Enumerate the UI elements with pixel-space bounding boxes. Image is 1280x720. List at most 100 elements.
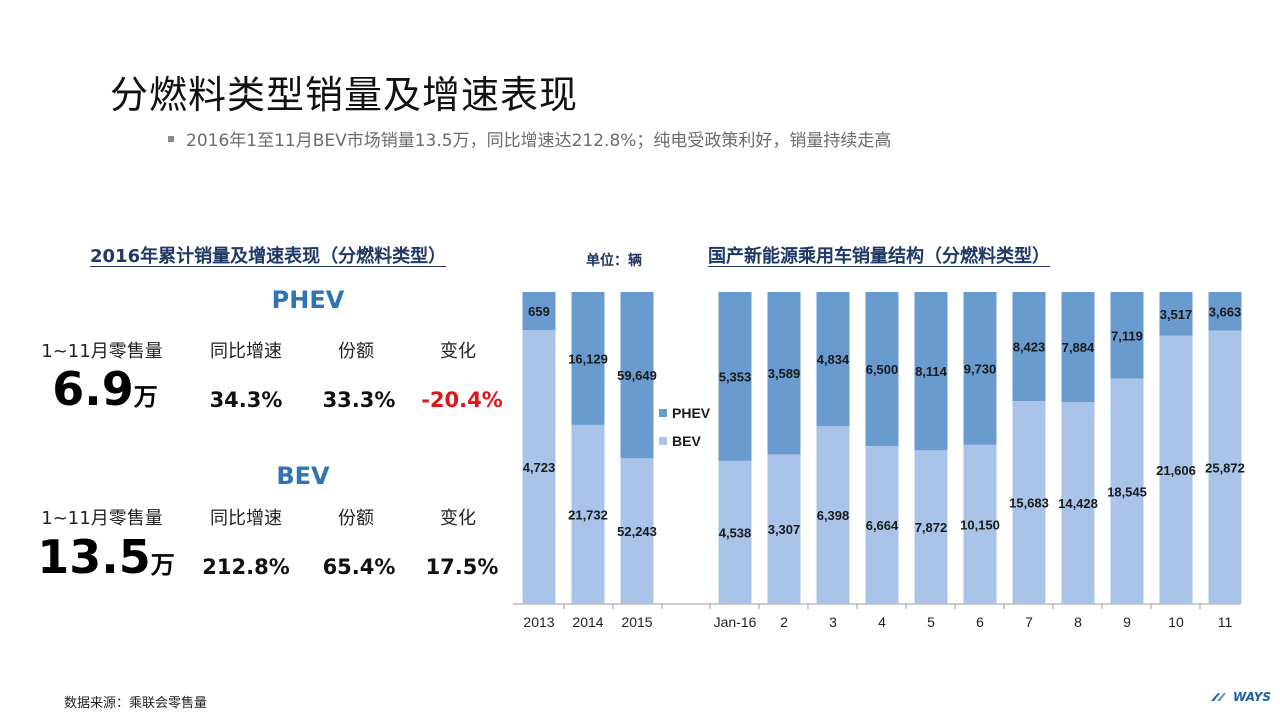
data-label-phev: 3,589 bbox=[768, 366, 801, 381]
bar-bev bbox=[963, 444, 997, 604]
x-tick-label: 9 bbox=[1123, 614, 1131, 630]
right-section-title: 国产新能源乘用车销量结构（分燃料类型） bbox=[708, 246, 1050, 267]
page-title: 分燃料类型销量及增速表现 bbox=[110, 73, 579, 117]
ways-logo: WAYS bbox=[1210, 690, 1271, 704]
x-tick-label: 3 bbox=[829, 614, 837, 630]
data-label-phev: 5,353 bbox=[719, 369, 752, 384]
kpi-share-value: 65.4% bbox=[322, 555, 396, 579]
x-tick-label: 2014 bbox=[572, 614, 603, 630]
data-label-phev: 9,730 bbox=[964, 361, 997, 376]
data-label-bev: 7,872 bbox=[915, 520, 948, 535]
bar-bev bbox=[767, 454, 801, 604]
data-label-bev: 4,723 bbox=[523, 460, 556, 475]
data-label-phev: 6,500 bbox=[866, 362, 899, 377]
bar-phev bbox=[1159, 292, 1193, 336]
kpi-growth-value: 34.3% bbox=[209, 388, 283, 412]
bar-bev bbox=[620, 458, 654, 604]
data-label-bev: 14,428 bbox=[1058, 496, 1098, 511]
kpi-header-change: 变化 bbox=[440, 341, 476, 362]
ways-swoosh-icon bbox=[1211, 693, 1226, 701]
data-label-bev: 15,683 bbox=[1009, 496, 1049, 511]
bar-phev bbox=[963, 292, 997, 445]
bar-bev bbox=[571, 424, 605, 604]
kpi-big-unit: 万 bbox=[150, 551, 175, 579]
bullet-point: 2016年1至11月BEV市场销量13.5万，同比增速达212.8%；纯电受政策… bbox=[168, 126, 891, 151]
kpi-header-share: 份额 bbox=[338, 508, 374, 529]
kpi-header-share: 份额 bbox=[338, 341, 374, 362]
bar-phev bbox=[1012, 292, 1046, 402]
bar-phev bbox=[1110, 292, 1144, 379]
kpi-header-sales: 1~11月零售量 bbox=[41, 508, 163, 529]
bar-bev bbox=[1159, 335, 1193, 604]
data-label-phev: 8,114 bbox=[915, 364, 948, 379]
bar-bev bbox=[914, 450, 948, 604]
bar-bev bbox=[816, 426, 850, 604]
kpi-change-value: -20.4% bbox=[421, 388, 503, 412]
data-label-bev: 21,606 bbox=[1156, 463, 1196, 478]
bar-bev bbox=[865, 446, 899, 604]
kpi-header-growth: 同比增速 bbox=[210, 341, 282, 362]
bar-bev bbox=[1208, 330, 1242, 604]
data-label-bev: 21,732 bbox=[568, 507, 608, 522]
kpi-change-value: 17.5% bbox=[425, 555, 499, 579]
x-tick-label: 2 bbox=[780, 614, 788, 630]
logo-text: WAYS bbox=[1233, 690, 1272, 704]
x-tick-label: 8 bbox=[1074, 614, 1082, 630]
kpi-header-change: 变化 bbox=[440, 508, 476, 529]
bar-phev bbox=[620, 292, 654, 459]
legend-label: BEV bbox=[672, 433, 701, 449]
x-tick-label: 5 bbox=[927, 614, 935, 630]
x-tick-label: 6 bbox=[976, 614, 984, 630]
bar-phev bbox=[914, 292, 948, 451]
kpi-big-value: 13.5万 bbox=[26, 530, 186, 584]
kpi-big-number: 13.5 bbox=[37, 530, 151, 584]
bar-phev bbox=[1061, 292, 1095, 403]
kpi-big-value: 6.9万 bbox=[30, 362, 180, 416]
data-label-bev: 6,398 bbox=[817, 508, 850, 523]
kpi-header-growth: 同比增速 bbox=[210, 508, 282, 529]
kpi-growth-value: 212.8% bbox=[202, 555, 290, 579]
bar-phev bbox=[816, 292, 850, 427]
legend-swatch bbox=[659, 437, 667, 445]
data-label-phev: 59,649 bbox=[617, 368, 657, 383]
data-label-phev: 3,663 bbox=[1209, 304, 1242, 319]
x-tick-label: 2015 bbox=[621, 614, 652, 630]
bar-phev bbox=[1208, 292, 1242, 331]
data-label-bev: 52,243 bbox=[617, 524, 657, 539]
x-tick-label: 2013 bbox=[523, 614, 554, 630]
data-label-bev: 25,872 bbox=[1205, 460, 1245, 475]
bar-bev bbox=[718, 460, 752, 604]
data-label-bev: 18,545 bbox=[1107, 484, 1147, 499]
bullet-square-icon bbox=[168, 135, 174, 142]
x-tick-label: 4 bbox=[878, 614, 886, 630]
footer-source: 数据来源：乘联会零售量 bbox=[64, 696, 208, 711]
data-label-bev: 10,150 bbox=[960, 517, 1000, 532]
bar-bev bbox=[1110, 378, 1144, 604]
bar-phev bbox=[571, 292, 605, 425]
data-label-phev: 4,834 bbox=[817, 352, 850, 367]
data-label-phev: 8,423 bbox=[1013, 340, 1046, 355]
bar-phev bbox=[718, 292, 752, 461]
data-label-phev: 7,884 bbox=[1062, 340, 1095, 355]
data-label-bev: 4,538 bbox=[719, 525, 752, 540]
kpi-header-sales: 1~11月零售量 bbox=[41, 341, 163, 362]
kpi-big-number: 6.9 bbox=[52, 362, 134, 416]
x-tick-label: Jan-16 bbox=[714, 614, 757, 630]
bar-bev bbox=[522, 330, 556, 604]
legend-label: PHEV bbox=[672, 405, 711, 421]
unit-label: 单位：辆 bbox=[586, 253, 642, 269]
bar-phev bbox=[865, 292, 899, 447]
bar-phev bbox=[522, 292, 556, 331]
data-label-phev: 659 bbox=[528, 304, 550, 319]
kpi-title: BEV bbox=[276, 462, 330, 490]
legend-swatch bbox=[659, 409, 667, 417]
data-label-phev: 3,517 bbox=[1160, 307, 1193, 322]
x-tick-label: 10 bbox=[1168, 614, 1184, 630]
data-label-bev: 3,307 bbox=[768, 522, 801, 537]
bar-bev bbox=[1012, 401, 1046, 604]
left-section-title: 2016年累计销量及增速表现（分燃料类型） bbox=[90, 246, 447, 267]
kpi-share-value: 33.3% bbox=[322, 388, 396, 412]
kpi-title: PHEV bbox=[271, 286, 345, 314]
kpi-big-unit: 万 bbox=[133, 383, 158, 411]
